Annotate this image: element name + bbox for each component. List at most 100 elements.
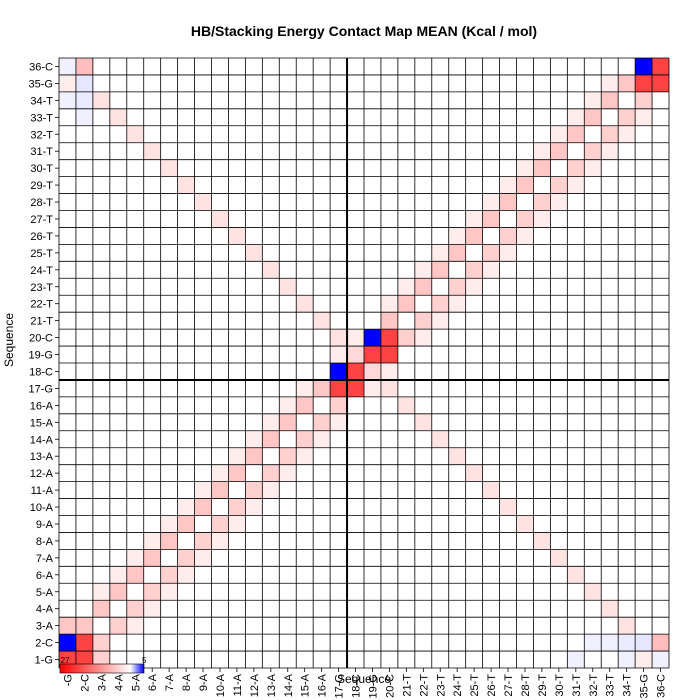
heatmap-cell (296, 295, 314, 313)
x-axis-label: Sequence (337, 672, 391, 686)
y-tick-label: 34-T (30, 95, 53, 107)
y-tick-label: 33-T (30, 112, 53, 124)
heatmap-cell (567, 108, 585, 126)
heatmap-cell (550, 142, 568, 160)
y-tick-label: 11-A (31, 485, 54, 497)
y-tick-label: 4-A (36, 604, 54, 616)
heatmap-cell (228, 227, 246, 245)
heatmap-cell (126, 617, 144, 635)
heatmap-cell (279, 396, 297, 414)
heatmap-cell (143, 142, 161, 160)
y-tick-label: 31-T (30, 146, 53, 158)
heatmap-cell (448, 447, 466, 465)
heatmap-cell (584, 634, 602, 652)
heatmap-cell (652, 634, 669, 652)
heatmap-cell (414, 278, 432, 296)
y-tick-label: 7-A (36, 553, 54, 565)
y-tick-label: 10-A (30, 502, 54, 514)
heatmap-cell (482, 210, 500, 228)
y-tick-label: 28-T (30, 197, 53, 209)
heatmap-cell (211, 464, 229, 482)
heatmap-cell (75, 634, 93, 652)
heatmap-cell (347, 329, 364, 347)
y-tick-label: 1-G (35, 655, 53, 667)
heatmap-cell (380, 295, 398, 313)
heatmap-cell (499, 244, 517, 262)
x-tick-label: 19-G (367, 674, 379, 698)
x-tick-label: 32-T (588, 674, 600, 697)
x-tick-label: 7-A (164, 673, 176, 691)
heatmap-cell (465, 464, 483, 482)
heatmap-cell (584, 108, 602, 126)
heatmap-cell (177, 176, 195, 194)
x-tick-label: 16-A (317, 673, 329, 697)
heatmap-cell (414, 312, 432, 330)
heatmap-cell (550, 193, 568, 211)
heatmap-cell (160, 159, 178, 177)
heatmap-cell (397, 278, 415, 296)
y-tick-label: 36-C (29, 61, 53, 73)
heatmap-cell (567, 566, 585, 584)
y-tick-label: 22-T (30, 299, 53, 311)
heatmap-cell (516, 210, 534, 228)
heatmap-cell (92, 583, 110, 601)
x-tick-label: -G (62, 674, 74, 686)
y-tick-label: 6-A (36, 570, 54, 582)
heatmap-cell (109, 617, 127, 635)
heatmap-cell (194, 498, 212, 516)
heatmap-cell (160, 532, 178, 550)
heatmap-cell (330, 346, 348, 363)
heatmap-cell (584, 91, 602, 109)
heatmap-cell (618, 108, 636, 126)
x-tick-label: 6-A (147, 673, 159, 691)
heatmap-cell (414, 329, 432, 347)
heatmap-cell (194, 532, 212, 550)
x-tick-label: 33-T (605, 674, 617, 697)
heatmap-cell (499, 498, 517, 516)
y-tick-label: 21-T (30, 316, 53, 328)
heatmap-cell (431, 430, 449, 448)
x-tick-label: 14-A (283, 673, 295, 697)
heatmap-cell (635, 58, 653, 75)
heatmap-cell (652, 651, 669, 668)
heatmap-cell (465, 210, 483, 228)
x-tick-label: 9-A (198, 673, 210, 691)
heatmap-cell (584, 583, 602, 601)
heatmap-cell (177, 566, 195, 584)
heatmap-cell (601, 74, 619, 92)
heatmap-cell (635, 651, 653, 668)
heatmap-cell (228, 447, 246, 465)
heatmap-cell (143, 549, 161, 567)
heatmap-cell (330, 413, 348, 431)
heatmap-cell (262, 430, 280, 448)
y-tick-label: 16-A (30, 400, 54, 412)
heatmap-cell (211, 481, 229, 499)
heatmap-cell (364, 379, 381, 397)
heatmap-cell (431, 312, 449, 330)
heatmap-cell (431, 244, 449, 262)
heatmap-cell (59, 58, 76, 75)
heatmap-cell (228, 498, 246, 516)
heatmap-cell (347, 379, 364, 397)
heatmap-cells (59, 58, 669, 668)
x-tick-label: 34-T (622, 674, 634, 697)
heatmap-cell (211, 532, 229, 550)
y-tick-label: 20-C (29, 333, 53, 345)
colorbar (59, 663, 145, 674)
y-tick-label: 25-T (30, 248, 53, 260)
heatmap-cell (177, 515, 195, 533)
heatmap-cell (414, 261, 432, 279)
heatmap-cell (59, 74, 76, 92)
heatmap-cell (601, 634, 619, 652)
x-tick-label: 22-T (418, 674, 430, 697)
heatmap-cell (245, 447, 263, 465)
heatmap-cell (177, 498, 195, 516)
heatmap-cell (330, 379, 348, 397)
heatmap-cell (482, 261, 500, 279)
y-axis-label: Sequence (2, 313, 16, 367)
heatmap-cell (635, 108, 653, 126)
heatmap-cell (194, 193, 212, 211)
y-tick-label: 35-G (29, 78, 53, 90)
heatmap-cell (364, 346, 381, 363)
